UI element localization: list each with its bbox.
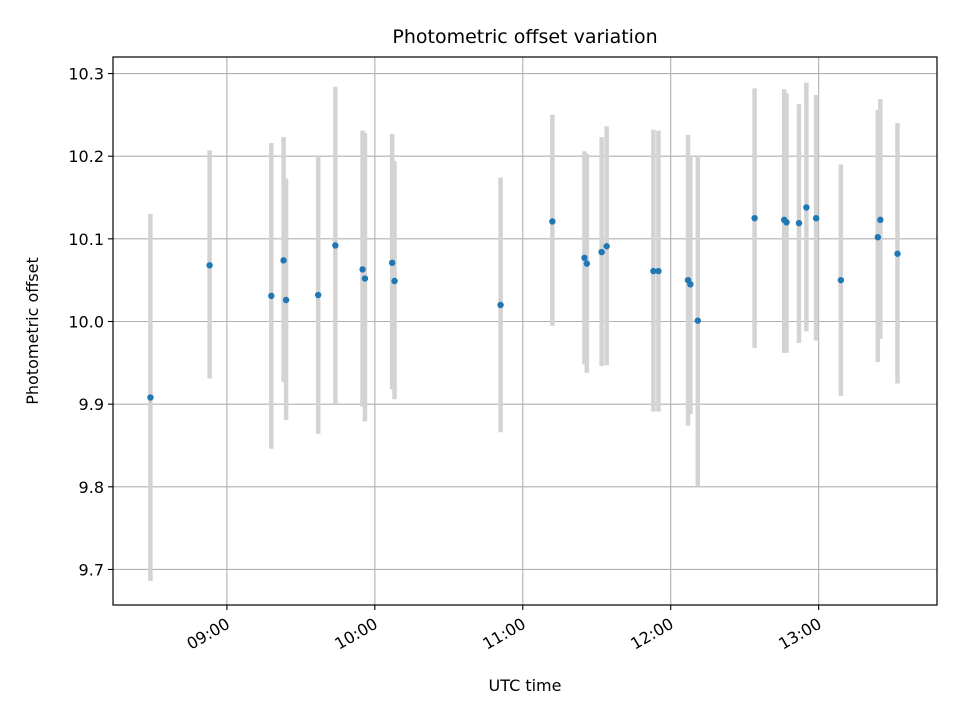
data-point <box>803 204 810 211</box>
data-point <box>391 277 398 285</box>
data-point <box>268 292 275 300</box>
data-point <box>598 248 605 256</box>
data-point <box>497 301 504 309</box>
data-point <box>751 214 758 222</box>
data-point <box>837 276 845 284</box>
data-point <box>894 250 901 257</box>
data-point <box>332 242 339 249</box>
data-point <box>874 233 882 241</box>
data-point <box>650 267 657 275</box>
data-point <box>655 267 662 275</box>
data-point <box>147 394 154 401</box>
y-axis-label: Photometric offset <box>23 257 42 405</box>
data-point <box>361 275 369 282</box>
y-tick-label: 9.9 <box>79 395 104 414</box>
y-tick-label: 9.8 <box>79 478 104 497</box>
x-axis-label: UTC time <box>489 676 562 695</box>
data-point <box>812 214 820 222</box>
plot-frame <box>112 56 938 606</box>
data-point <box>694 317 701 324</box>
chart-title: Photometric offset variation <box>392 26 657 48</box>
data-point <box>359 266 366 273</box>
y-tick-label: 9.7 <box>79 560 104 579</box>
data-point <box>280 257 287 264</box>
data-point <box>795 219 803 227</box>
data-point <box>583 260 591 267</box>
data-point <box>581 254 588 262</box>
data-point <box>783 219 790 226</box>
y-tick-label: 10.1 <box>68 230 104 249</box>
data-point <box>388 259 396 267</box>
y-axis: 9.7 9.8 9.9 10.0 10.1 10.2 10.3 <box>68 65 113 579</box>
y-tick-label: 10.3 <box>68 65 104 84</box>
data-point <box>206 262 213 269</box>
data-point <box>877 216 884 224</box>
data-point <box>687 281 694 288</box>
y-tick-label: 10.2 <box>68 147 104 166</box>
data-point <box>282 296 290 304</box>
y-tick-label: 10.0 <box>68 312 104 331</box>
data-point <box>314 291 322 299</box>
data-point <box>603 243 610 250</box>
data-point <box>549 218 556 225</box>
data-points <box>147 204 901 401</box>
